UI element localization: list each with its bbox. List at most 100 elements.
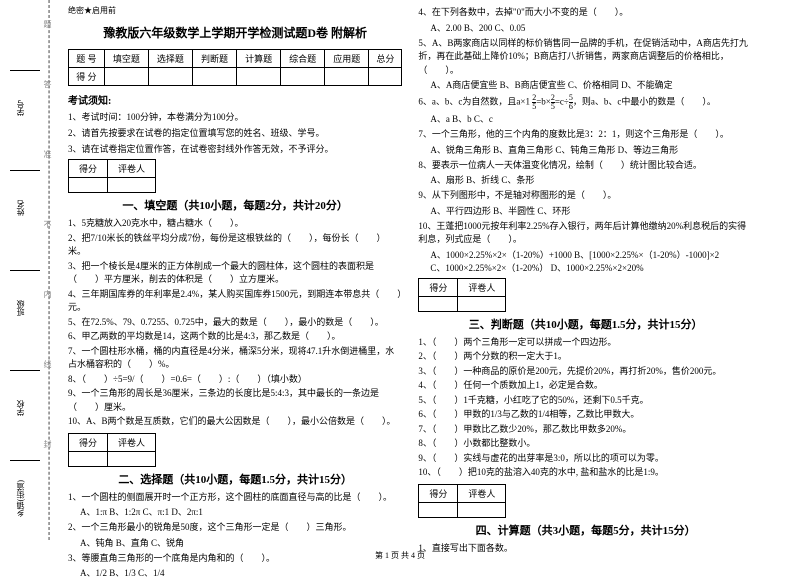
question: 9、（ ）实线与虚花的出芽率是3:0，所以比的项可以为零。 (418, 452, 752, 466)
options: A、1/2 B、1/3 C、1/4 (80, 566, 402, 579)
question: 8、（ ）÷5=9/（ ）=0.6=（ ）:（ ）（填小数） (68, 373, 402, 387)
question: 4、（ ）任何一个质数加上1，必定是合数。 (418, 379, 752, 393)
question: 1、一个圆柱的侧面展开时一个正方形，这个圆柱的底面直径与高的比是（ ）。 (68, 491, 402, 505)
cell[interactable] (108, 178, 156, 193)
options: A、a B、b C、c (430, 112, 752, 125)
cell: 评卷人 (458, 484, 506, 502)
notice-heading: 考试须知: (68, 92, 402, 107)
cell[interactable] (458, 502, 506, 517)
margin-label-name: 姓名 (15, 200, 26, 216)
cell[interactable] (458, 296, 506, 311)
q-text: 6、a、b、c为自然数，且a×1 (418, 97, 530, 107)
cell: 判断题 (192, 50, 236, 68)
options: A、2.00 B、200 C、0.05 (430, 21, 752, 34)
seal-char: 封 (42, 440, 53, 448)
section3-title: 三、判断题（共10小题，每题1.5分，共计15分） (418, 316, 752, 332)
fraction: 25 (532, 94, 536, 111)
left-column: 绝密★启用前 豫教版六年级数学上学期开学检测试题D卷 附解析 题 号 填空题 选… (60, 5, 410, 535)
options: A、A商店便宜些 B、B商店便宜些 C、价格相同 D、不能确定 (430, 78, 752, 91)
cell: 选择题 (148, 50, 192, 68)
cell[interactable] (69, 178, 108, 193)
cell: 得分 (69, 433, 108, 451)
cell[interactable] (419, 296, 458, 311)
cell: 评卷人 (108, 160, 156, 178)
margin-label-class: 班级 (15, 300, 26, 316)
question: 9、一个三角形的周长是36厘米，三条边的长度比是5:4:3，其中最长的一条边是（… (68, 387, 402, 414)
margin-line (10, 460, 40, 461)
options: A、锐角三角形 B、直角三角形 C、钝角三角形 D、等边三角形 (430, 143, 752, 156)
question: 6、a、b、c为自然数，且a×1 25=b×25=c÷56，则a、b、c中最小的… (418, 94, 752, 111)
question: 6、（ ）甲数的1/3与乙数的1/4相等，乙数比甲数大。 (418, 408, 752, 422)
options: A、钝角 B、直角 C、锐角 (80, 536, 402, 549)
cell[interactable] (281, 68, 325, 86)
page-footer: 第 1 页 共 4 页 (0, 550, 800, 561)
seal-char: 内 (42, 290, 53, 298)
cell[interactable] (104, 68, 148, 86)
cell[interactable] (148, 68, 192, 86)
margin-label-id: 学号 (15, 100, 26, 116)
question: 9、从下列图形中，不是轴对称图形的是（ ）。 (418, 189, 752, 203)
question: 3、把一个棱长是4厘米的正方体削成一个最大的圆柱体，这个圆柱的表面积是（ ）平方… (68, 260, 402, 287)
section-score-table: 得分评卷人 (418, 484, 506, 518)
margin-line (10, 270, 40, 271)
cell: 评卷人 (458, 278, 506, 296)
options: A、扇形 B、折线 C、条形 (430, 173, 752, 186)
cell[interactable] (108, 451, 156, 466)
options: A、平行四边形 B、半圆性 C、环形 (430, 204, 752, 217)
confidential-label: 绝密★启用前 (68, 5, 402, 16)
question: 2、一个三角形最小的锐角是50度，这个三角形一定是（ ）三角形。 (68, 521, 402, 535)
cell: 综合题 (281, 50, 325, 68)
section-score-table: 得分评卷人 (418, 278, 506, 312)
question: 8、（ ）小数都比整数小。 (418, 437, 752, 451)
cell: 总分 (369, 50, 402, 68)
question: 10、A、B两个数是互质数，它们的最大公因数是（ ），最小公倍数是（ ）。 (68, 415, 402, 429)
question: 8、要表示一位病人一天体温变化情况，绘制（ ）统计图比较合适。 (418, 159, 752, 173)
options: A、1:π B、1:2π C、π:1 D、2π:1 (80, 505, 402, 518)
cell[interactable] (192, 68, 236, 86)
cell[interactable] (237, 68, 281, 86)
content-area: 绝密★启用前 豫教版六年级数学上学期开学检测试题D卷 附解析 题 号 填空题 选… (50, 0, 800, 540)
cell: 计算题 (237, 50, 281, 68)
right-column: 4、在下列各数中，去掉"0"而大小不变的是（ ）。 A、2.00 B、200 C… (410, 5, 760, 535)
question: 4、在下列各数中，去掉"0"而大小不变的是（ ）。 (418, 6, 752, 20)
section-score-table: 得分评卷人 (68, 433, 156, 467)
exam-title: 豫教版六年级数学上学期开学检测试题D卷 附解析 (68, 24, 402, 41)
question: 10、王蓬把1000元按年利率2.25%存入银行，两年后计算他缴纳20%利息税后… (418, 220, 752, 247)
question: 6、甲乙两数的平均数是14，这两个数的比是4:3，那乙数是（ ）。 (68, 330, 402, 344)
question: 2、（ ）两个分数的积一定大于1。 (418, 350, 752, 364)
cell: 得分 (419, 484, 458, 502)
question: 4、三年期国库券的年利率是2.4%，某人购买国库券1500元，到期连本带息共（ … (68, 288, 402, 315)
cell[interactable] (369, 68, 402, 86)
cell: 填空题 (104, 50, 148, 68)
question: 1、5克糖放入20克水中，糖占糖水（ ）。 (68, 217, 402, 231)
binding-margin: 乡镇(街道) 学校 班级 姓名 学号 封 线 内 不 准 答 题 (0, 0, 50, 540)
cell[interactable] (325, 68, 369, 86)
table-row: 得 分 (69, 68, 402, 86)
question: 7、一个三角形，他的三个内角的度数比是3：2：1，则这个三角形是（ ）。 (418, 128, 752, 142)
table-row: 题 号 填空题 选择题 判断题 计算题 综合题 应用题 总分 (69, 50, 402, 68)
section4-title: 四、计算题（共3小题，每题5分，共计15分） (418, 522, 752, 538)
question: 10、（ ）把10克的盐溶入40克的水中, 盐和盐水的比是1:9。 (418, 466, 752, 480)
fraction: 25 (551, 94, 555, 111)
margin-line (10, 370, 40, 371)
question: 5、在72.5%、79、0.7255、0.725中，最大的数是（ ），最小的数是… (68, 316, 402, 330)
question: 5、A、B两家商店以同样的标价销售同一品牌的手机，在促销活动中，A商店先打九折，… (418, 37, 752, 78)
fraction: 56 (569, 94, 573, 111)
margin-label-town: 乡镇(街道) (15, 480, 26, 517)
question: 2、把7/10米长的铁丝平均分成7份，每份是这根铁丝的（ ），每份长（ ）米。 (68, 232, 402, 259)
cell: 得分 (419, 278, 458, 296)
cell[interactable] (69, 451, 108, 466)
cell: 题 号 (69, 50, 105, 68)
seal-char: 准 (42, 150, 53, 158)
cell: 得分 (69, 160, 108, 178)
question: 3、（ ）一种商品的原价是200元，先提价20%，再打折20%，售价200元。 (418, 365, 752, 379)
seal-char: 题 (42, 20, 53, 28)
options: A、1000×2.25%×2×（1-20%）+1000 B、[1000×2.25… (430, 248, 752, 274)
seal-char: 线 (42, 360, 53, 368)
seal-char: 答 (42, 80, 53, 88)
exam-page: 乡镇(街道) 学校 班级 姓名 学号 封 线 内 不 准 答 题 绝密★启用前 … (0, 0, 800, 540)
section1-title: 一、填空题（共10小题，每题2分，共计20分） (68, 197, 402, 213)
cell[interactable] (419, 502, 458, 517)
margin-line (10, 170, 40, 171)
total-score-table: 题 号 填空题 选择题 判断题 计算题 综合题 应用题 总分 得 分 (68, 49, 402, 86)
